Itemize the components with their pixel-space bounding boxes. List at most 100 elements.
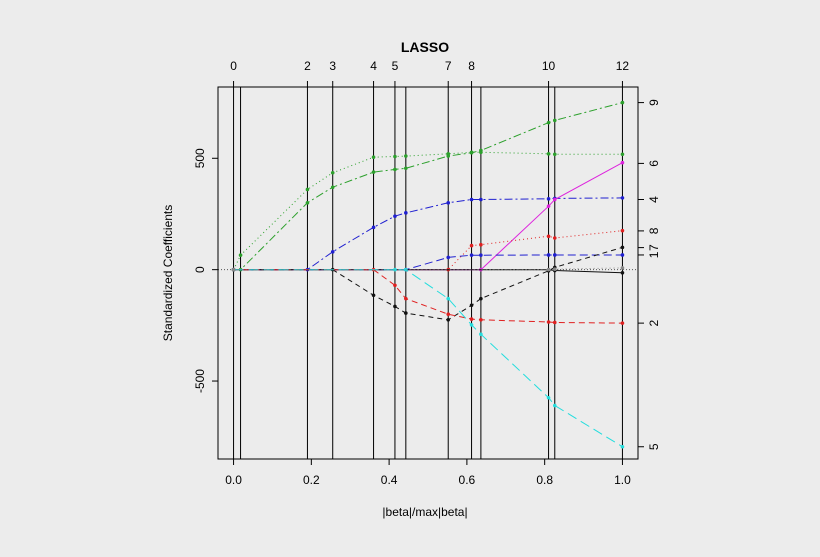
series-point [479,317,483,322]
series-point [546,197,551,201]
series-point [238,253,243,257]
y-axis: 500 0 -500 [193,148,219,393]
right-tick-label: 8 [647,227,661,234]
series-line [233,230,623,271]
series-point [620,100,625,105]
series-point [479,242,483,247]
series-path [231,196,625,272]
series-point [620,270,625,275]
series-point [446,312,451,317]
series-path [231,267,625,325]
chart-title: LASSO [401,39,449,55]
series-point [552,197,557,202]
series-point [546,152,551,156]
series-point [446,201,451,205]
series-line [233,102,623,271]
series-point [404,296,408,301]
series-point [446,152,451,156]
series-point [469,150,474,155]
series-point [620,228,625,233]
series-point [371,155,376,159]
series-point [620,321,625,325]
top-tick-label: 4 [370,59,377,73]
series-point [546,120,551,125]
series-point [469,317,474,321]
series-point [620,196,625,200]
series-point [393,304,397,309]
series-point [552,236,557,240]
top-tick-label: 3 [329,59,336,73]
top-tick-label: 5 [392,59,399,73]
series-point [330,250,335,254]
series-point [393,214,397,218]
series-point [479,150,483,155]
series-path [231,267,625,449]
x-tick-label: 0.0 [225,473,242,487]
series-point [469,253,474,257]
series-point [546,234,551,239]
series-point [305,187,310,192]
series-path [231,150,625,272]
x-axis: 0.0 0.2 0.4 0.6 0.8 1.0 [225,458,631,487]
x-tick-label: 0.6 [459,473,476,487]
series-point [479,253,483,257]
series-point [546,395,551,400]
series-line [233,151,623,270]
series-point [552,152,557,157]
series-path [231,160,625,272]
series-path [231,266,625,272]
x-tick-label: 1.0 [614,473,631,487]
series-point [546,204,551,208]
y-tick-label: -500 [193,369,207,393]
series-line [233,197,623,271]
series-point [446,296,451,301]
series-point [371,225,376,230]
series-point [469,323,474,327]
x-tick-label: 0.2 [303,473,320,487]
right-tick-label: 9 [647,99,661,106]
series-point [552,118,557,123]
top-tick-label: 2 [304,59,311,73]
series-point [404,166,408,171]
x-tick-label: 0.8 [536,473,553,487]
series-point [620,160,625,165]
series-point [479,332,483,337]
top-tick-label: 0 [230,59,237,73]
series-point [469,197,474,202]
right-tick-label: 7 [647,244,661,251]
series-point [393,267,397,272]
series-point [546,267,551,272]
series-point [620,253,625,257]
right-tick-label: 6 [647,160,661,167]
right-tick-label: 1 [647,251,661,258]
series-point [469,243,474,248]
series-path [231,253,625,272]
series-path [231,267,625,275]
y-tick-label: 0 [193,266,207,273]
series-point [552,320,557,325]
series-point [393,167,397,172]
series-point [393,154,397,159]
coefficient-paths [231,100,625,449]
series-path [231,100,625,272]
right-tick-label: 5 [647,443,661,450]
y-tick-label: 500 [193,148,207,168]
x-axis-label: |beta|/max|beta| [382,505,467,519]
series-line [233,269,623,274]
series-line [233,254,623,271]
right-tick-label: 2 [647,319,661,326]
series-point [404,154,408,158]
series-point [479,197,483,202]
series-line [233,269,623,324]
series-line [233,246,623,321]
series-point [620,266,625,270]
series-point [546,320,551,324]
series-path [231,228,625,272]
series-point [404,311,408,315]
series-path [231,245,625,322]
series-line [233,269,623,448]
series-point [620,152,625,157]
plot-frame [217,86,639,460]
series-point [552,253,557,257]
